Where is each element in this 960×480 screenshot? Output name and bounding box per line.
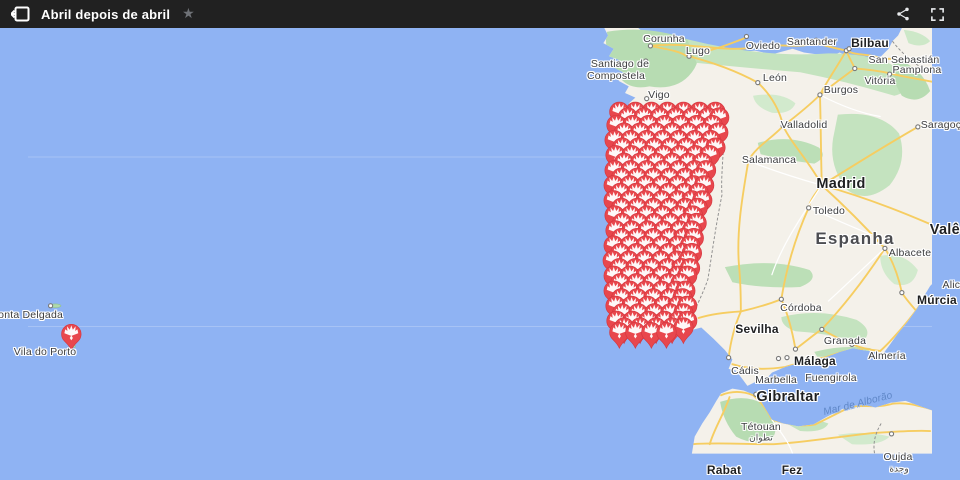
city-dot: [47, 303, 54, 309]
city-dots-layer: [47, 33, 921, 437]
star-icon[interactable]: ★: [182, 4, 195, 21]
city-dot: [899, 289, 905, 296]
city-dot: [784, 354, 790, 361]
city-dot: [852, 65, 858, 72]
city-dot: [818, 181, 826, 190]
city-dot: [743, 33, 750, 40]
city-dot: [778, 296, 784, 302]
fullscreen-icon[interactable]: [920, 0, 954, 28]
map-viewport[interactable]: Corunha Lugo Oviedo León Santiago de Composte…: [0, 28, 960, 480]
city-dot: [643, 58, 649, 64]
side-panel-toggle-icon[interactable]: [5, 0, 35, 28]
city-dot: [806, 205, 812, 211]
city-dot: [775, 355, 782, 362]
city-dot: [846, 46, 852, 52]
city-dot: [745, 158, 752, 164]
city-dot: [753, 391, 759, 397]
city-dot: [780, 123, 786, 129]
map-title: Abril depois de abril: [41, 6, 171, 22]
city-dot: [792, 346, 799, 352]
city-dot: [882, 245, 888, 251]
city-dot: [647, 43, 654, 49]
city-dot: [819, 326, 825, 332]
city-dot: [817, 92, 823, 98]
city-dot: [849, 341, 855, 348]
city-dot: [886, 71, 893, 77]
bay-of-biscay: [638, 28, 902, 61]
share-icon[interactable]: [886, 0, 920, 28]
city-dot: [725, 354, 732, 361]
city-dot: [755, 79, 761, 86]
city-dot: [686, 53, 692, 59]
city-dot: [813, 37, 819, 43]
basemap: [27, 28, 932, 454]
header-bar: Abril depois de abril ★: [0, 0, 960, 28]
city-dot: [915, 124, 921, 130]
city-dot: [888, 431, 895, 437]
city-dot: [644, 95, 650, 102]
